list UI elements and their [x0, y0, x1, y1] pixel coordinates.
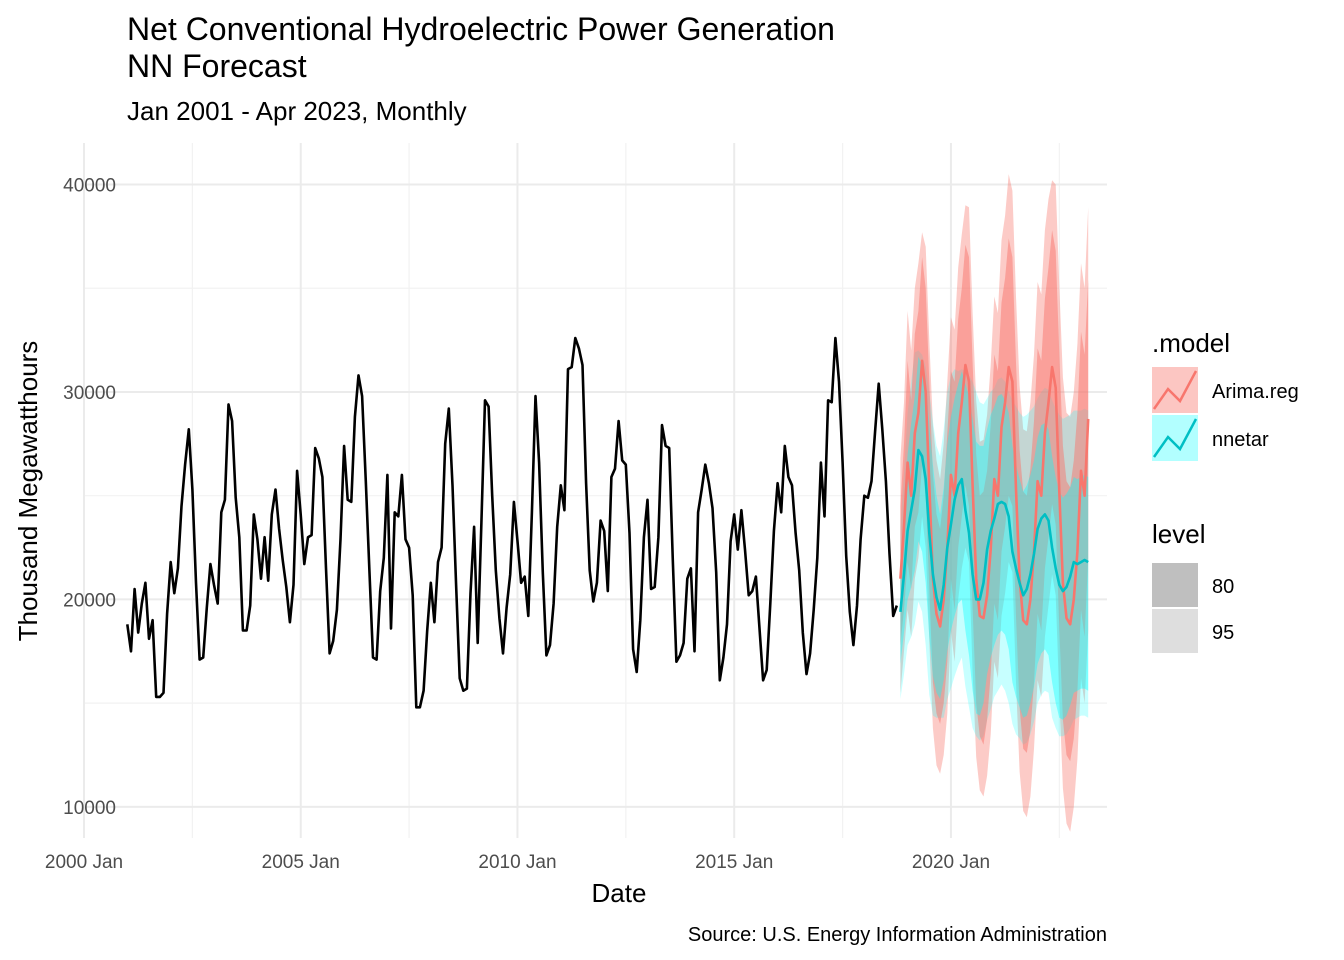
y-axis-ticks: 10000 20000 30000 40000: [63, 175, 116, 818]
legend-swatch-arima-line: [1152, 370, 1198, 410]
legend-swatch-arima-fill: [1152, 367, 1198, 413]
y-tick-label: 10000: [63, 798, 116, 819]
chart-title-line1: Net Conventional Hydroelectric Power Gen…: [127, 11, 835, 47]
band-80-nnetar: [900, 356, 1089, 720]
x-tick-label: 2015 Jan: [695, 852, 773, 873]
x-tick-label: 2010 Jan: [478, 852, 556, 873]
y-axis-title: Thousand Megawatthours: [13, 341, 43, 642]
legend-label-arima: Arima.reg: [1212, 381, 1299, 403]
legend-label-level-80: 80: [1212, 576, 1234, 598]
series-lines: [126, 336, 1090, 709]
chart-caption: Source: U.S. Energy Information Administ…: [688, 924, 1107, 946]
x-tick-label: 2000 Jan: [45, 852, 123, 873]
x-tick-label: 2020 Jan: [912, 852, 990, 873]
legend-label-nnetar: nnetar: [1212, 429, 1269, 451]
legend: .model Arima.reg nnetar level 80 95: [1152, 328, 1299, 653]
historical-line: [126, 336, 899, 709]
legend-key-nnetar: [1152, 415, 1198, 461]
legend-swatch-nnetar-fill: [1152, 415, 1198, 461]
legend-label-level-95: 95: [1212, 622, 1234, 644]
y-tick-label: 30000: [63, 383, 116, 404]
x-axis-ticks: 2000 Jan 2005 Jan 2010 Jan 2015 Jan 2020 Jan: [45, 852, 990, 873]
forecast-line-nnetar: [899, 448, 1089, 613]
y-tick-label: 40000: [63, 175, 116, 196]
legend-swatch-level-80: [1152, 563, 1198, 607]
legend-key-arima: [1152, 367, 1198, 413]
legend-swatch-nnetar-line: [1152, 418, 1198, 458]
legend-title-model: .model: [1152, 328, 1230, 358]
y-tick-label: 20000: [63, 590, 116, 611]
legend-title-level: level: [1152, 519, 1205, 549]
chart-subtitle: Jan 2001 - Apr 2023, Monthly: [127, 96, 467, 126]
x-tick-label: 2005 Jan: [262, 852, 340, 873]
x-axis-title: Date: [592, 878, 647, 908]
legend-swatch-level-95: [1152, 609, 1198, 653]
chart-title-line2: NN Forecast: [127, 48, 307, 84]
